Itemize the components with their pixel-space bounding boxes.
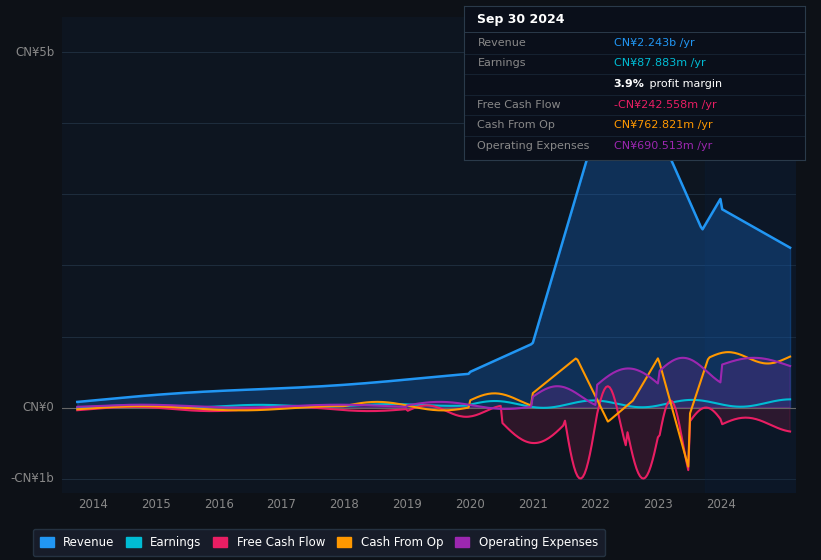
Text: 3.9%: 3.9% [614,79,644,89]
Text: Sep 30 2024: Sep 30 2024 [478,13,565,26]
Text: -CN¥1b: -CN¥1b [11,472,54,485]
Text: CN¥5b: CN¥5b [15,46,54,59]
Text: Free Cash Flow: Free Cash Flow [478,100,561,110]
Text: CN¥2.243b /yr: CN¥2.243b /yr [614,38,695,48]
Text: Earnings: Earnings [478,58,526,68]
Text: -CN¥242.558m /yr: -CN¥242.558m /yr [614,100,717,110]
Text: CN¥690.513m /yr: CN¥690.513m /yr [614,141,712,151]
Text: profit margin: profit margin [646,79,722,89]
Text: CN¥762.821m /yr: CN¥762.821m /yr [614,120,713,130]
Text: CN¥0: CN¥0 [22,401,54,414]
Text: Cash From Op: Cash From Op [478,120,555,130]
Legend: Revenue, Earnings, Free Cash Flow, Cash From Op, Operating Expenses: Revenue, Earnings, Free Cash Flow, Cash … [33,529,605,556]
Bar [705,17,815,493]
Text: Operating Expenses: Operating Expenses [478,141,589,151]
Text: CN¥87.883m /yr: CN¥87.883m /yr [614,58,705,68]
Text: Revenue: Revenue [478,38,526,48]
